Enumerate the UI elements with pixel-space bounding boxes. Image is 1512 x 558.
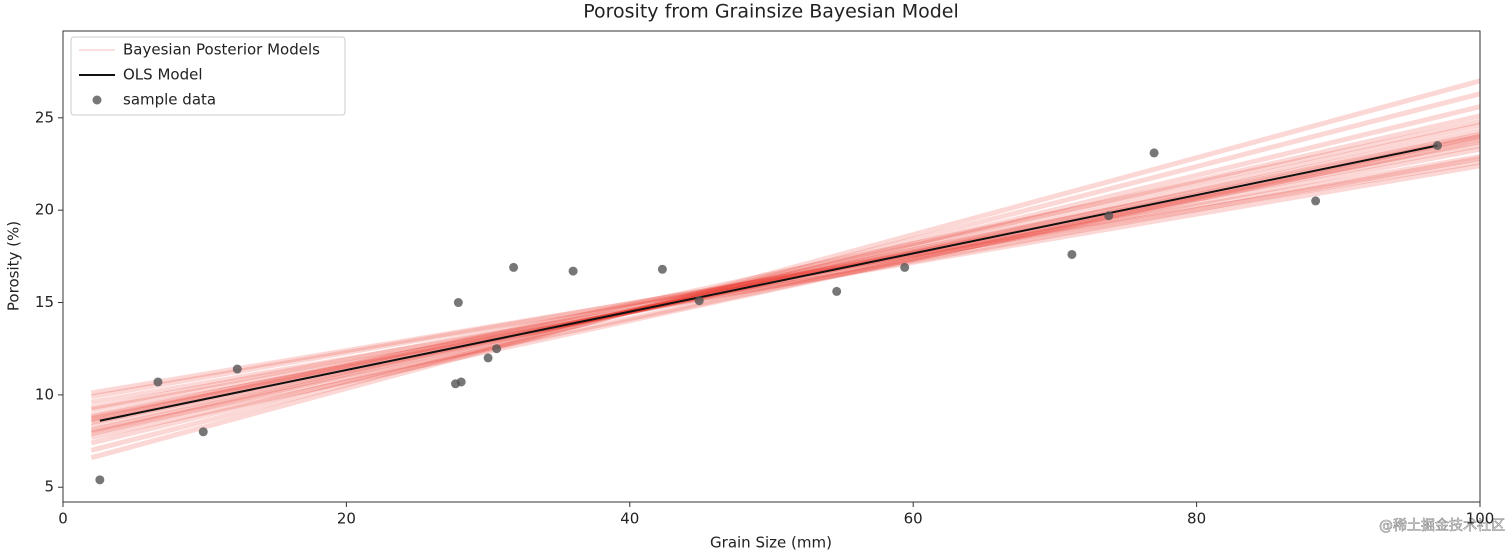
sample-point [1149, 148, 1159, 158]
y-tick-label: 20 [35, 201, 54, 219]
plot-area [90, 78, 1480, 485]
posterior-line [90, 122, 1480, 433]
plot-frame [62, 30, 1481, 503]
sample-point [492, 344, 502, 354]
sample-point [694, 296, 704, 306]
posterior-line [90, 91, 1480, 453]
sample-point [509, 262, 519, 272]
ols-line [99, 144, 1438, 422]
legend-label: Bayesian Posterior Models [123, 41, 320, 59]
sample-point [1432, 141, 1442, 151]
y-tick-label: 15 [35, 293, 54, 311]
x-tick-label: 40 [620, 510, 639, 528]
sample-point [232, 364, 242, 374]
sample-point [456, 377, 466, 387]
y-tick-label: 10 [35, 385, 54, 403]
sample-point [153, 377, 163, 387]
sample-point [1311, 196, 1321, 206]
x-tick-label: 60 [904, 510, 923, 528]
y-tick-label: 5 [44, 478, 54, 496]
posterior-line [90, 143, 1480, 411]
x-tick-label: 100 [1466, 510, 1495, 528]
posterior-line [90, 133, 1480, 440]
x-tick-label: 0 [58, 510, 68, 528]
sample-point [832, 286, 842, 296]
sample-point [568, 266, 578, 276]
x-tick-label: 20 [337, 510, 356, 528]
sample-point [453, 298, 463, 308]
sample-point [198, 427, 208, 437]
posterior-line [90, 128, 1480, 429]
posterior-line [90, 154, 1480, 400]
posterior-line [90, 104, 1480, 446]
x-tick-label: 80 [1187, 510, 1206, 528]
watermark: @稀土掘金技术社区 [1379, 518, 1505, 534]
posterior-line [90, 159, 1480, 396]
sample-point [95, 475, 105, 485]
legend-scatter-swatch [92, 95, 102, 105]
x-axis-label: Grain Size (mm) [710, 534, 832, 552]
posterior-line [90, 78, 1480, 461]
posterior-line [90, 155, 1480, 413]
posterior-line [90, 113, 1480, 437]
sample-point [657, 264, 667, 274]
sample-point [483, 353, 493, 363]
legend-label: sample data [123, 91, 216, 109]
posterior-line [90, 119, 1480, 424]
posterior-line [90, 163, 1480, 405]
sample-point [900, 262, 910, 272]
posterior-line [90, 146, 1480, 418]
posterior-line [90, 131, 1480, 420]
sample-point [1067, 249, 1077, 259]
posterior-line [90, 137, 1480, 435]
legend-box [70, 36, 346, 116]
legend-label: OLS Model [123, 66, 203, 84]
chart-title: Porosity from Grainsize Bayesian Model [583, 1, 959, 23]
sample-point [1104, 211, 1114, 221]
y-tick-label: 25 [35, 108, 54, 126]
y-axis-label: Porosity (%) [5, 221, 23, 311]
